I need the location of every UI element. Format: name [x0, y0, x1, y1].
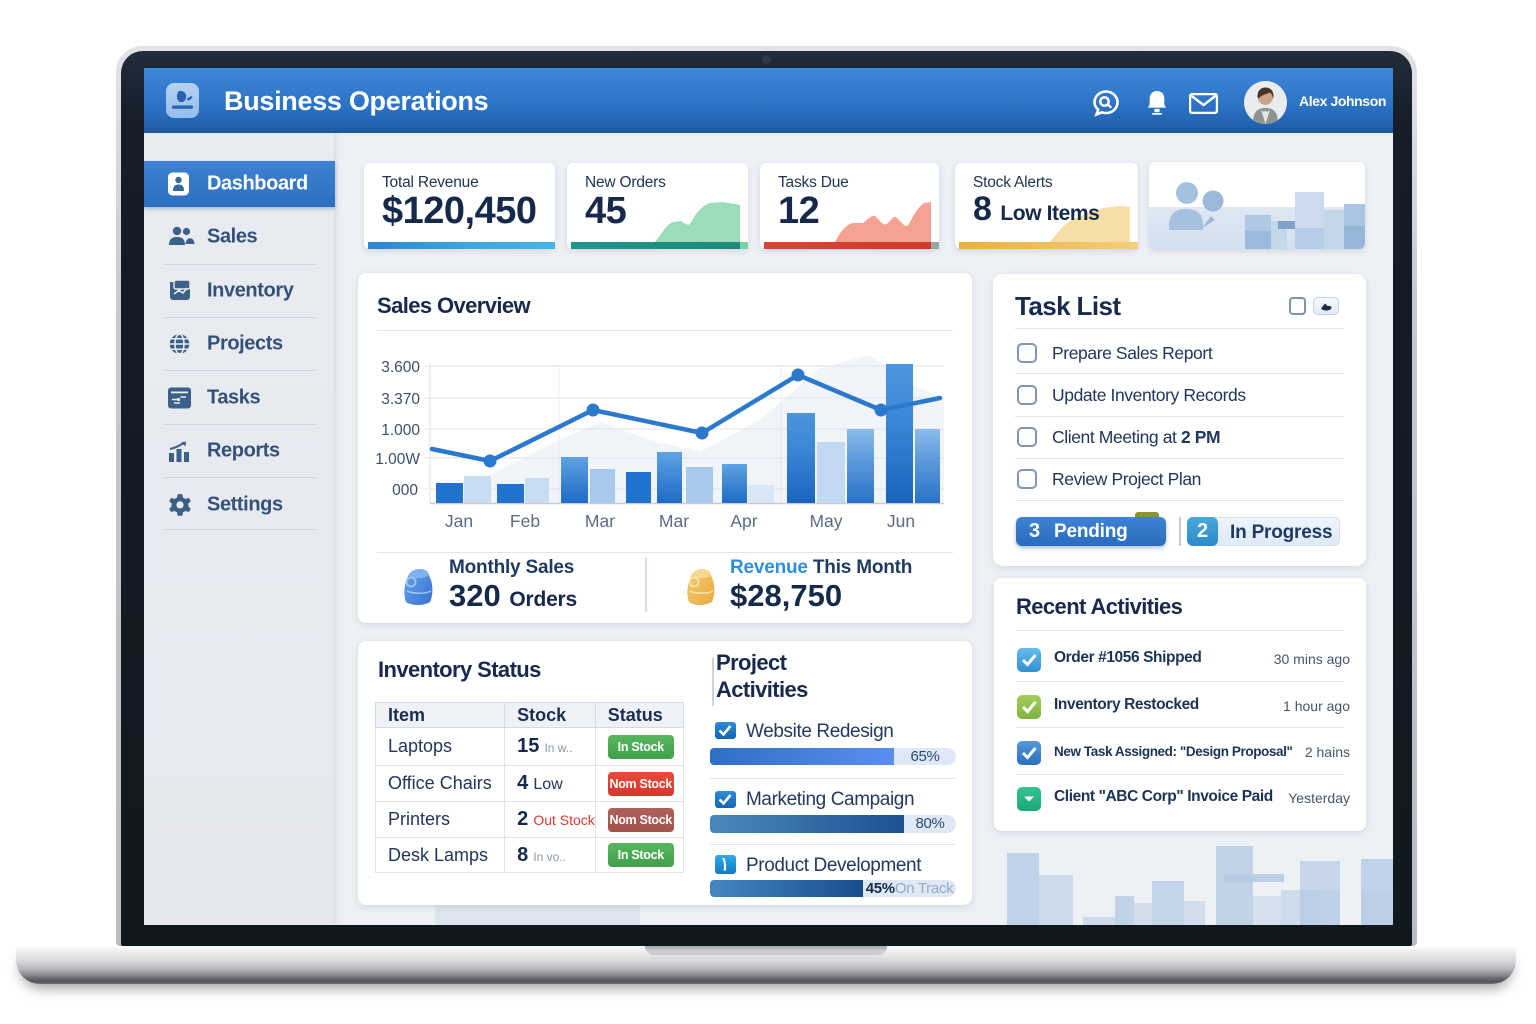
svg-text:Jan: Jan: [445, 511, 473, 531]
svg-text:1.000: 1.000: [381, 422, 420, 439]
svg-text:000: 000: [392, 482, 418, 499]
svg-text:1.00W: 1.00W: [375, 451, 420, 468]
svg-text:Mar: Mar: [585, 511, 615, 531]
svg-text:3.370: 3.370: [381, 391, 420, 408]
svg-text:Mar: Mar: [659, 511, 689, 531]
svg-text:Apr: Apr: [730, 511, 757, 531]
svg-text:Jun: Jun: [887, 511, 915, 531]
svg-text:May: May: [809, 511, 842, 531]
svg-text:3.600: 3.600: [381, 359, 420, 376]
svg-text:Feb: Feb: [510, 511, 540, 531]
